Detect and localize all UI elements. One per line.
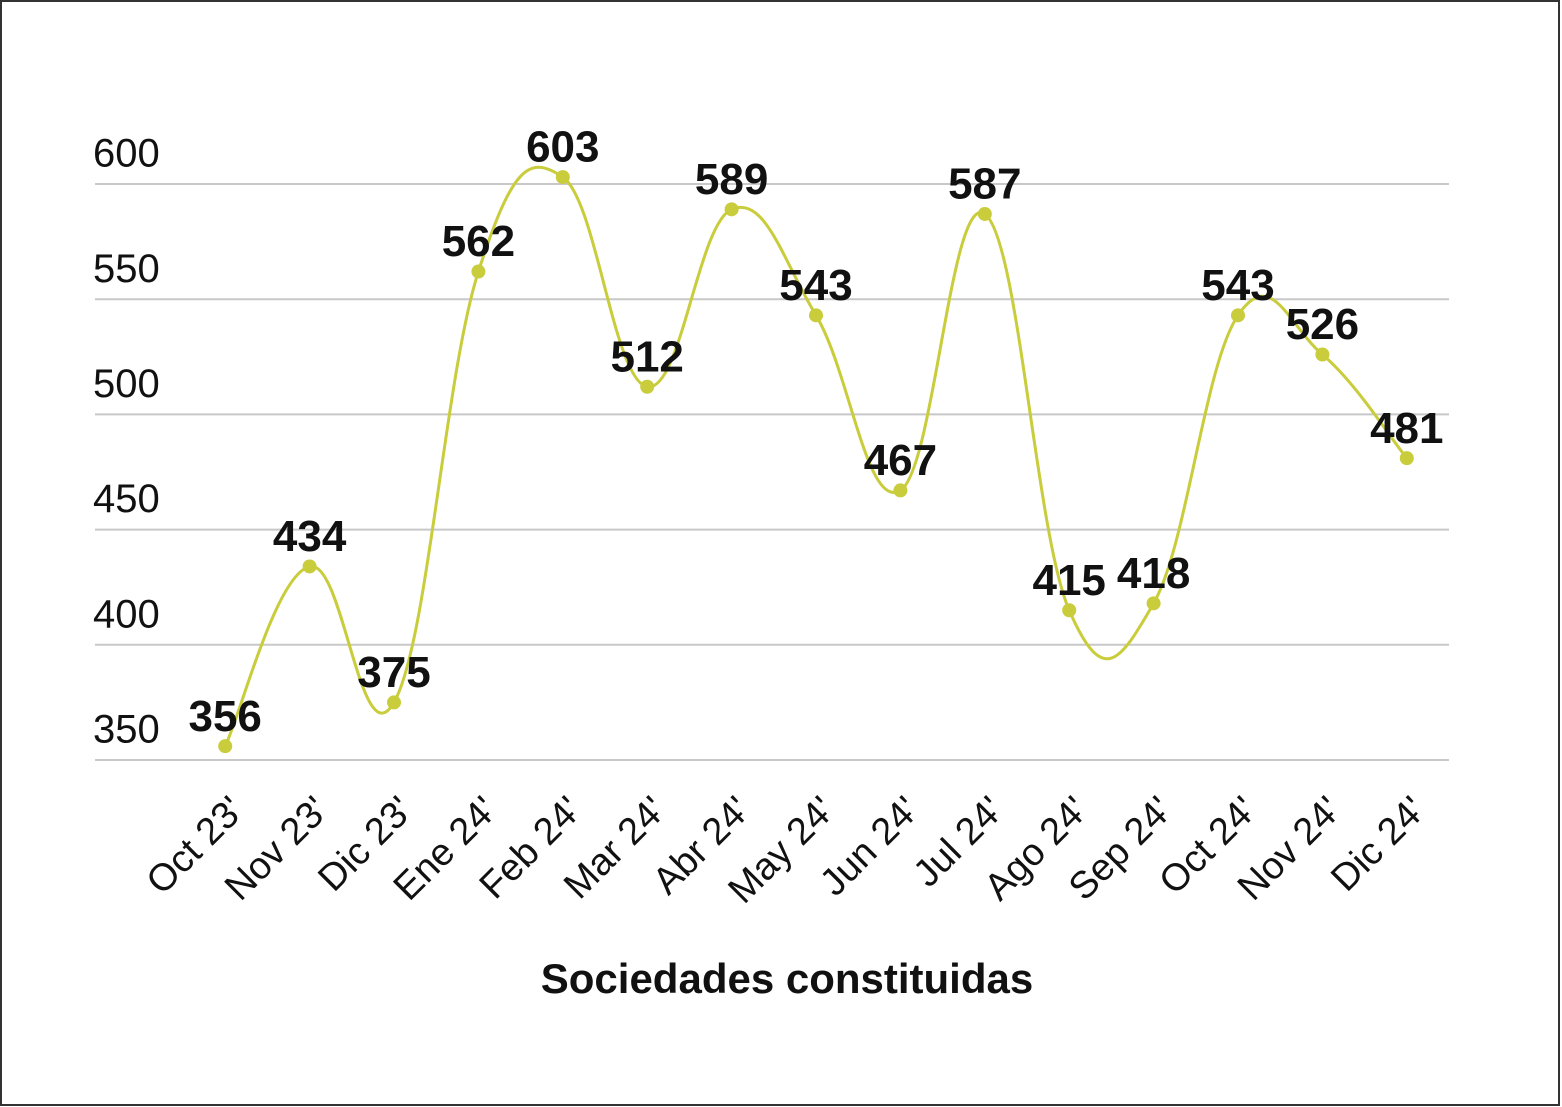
- data-label: 415: [1032, 556, 1105, 605]
- data-label: 543: [779, 261, 852, 310]
- data-label: 467: [864, 436, 937, 485]
- y-tick-label: 400: [93, 592, 160, 636]
- marker: [1231, 308, 1245, 323]
- data-label: 603: [526, 123, 599, 172]
- marker: [977, 206, 992, 221]
- data-label: 543: [1201, 261, 1274, 310]
- y-tick-label: 550: [93, 247, 160, 291]
- data-label: 512: [610, 332, 683, 381]
- data-label: 356: [188, 692, 261, 741]
- y-tick-label: 500: [93, 362, 160, 406]
- data-label: 418: [1117, 549, 1190, 598]
- marker: [218, 739, 233, 754]
- data-label: 562: [442, 217, 515, 266]
- data-label: 589: [695, 155, 768, 204]
- marker: [387, 695, 401, 710]
- data-label: 587: [948, 160, 1021, 209]
- marker: [640, 379, 655, 394]
- y-tick-label: 600: [93, 132, 160, 176]
- y-tick-label: 450: [93, 477, 160, 521]
- marker: [1146, 596, 1161, 611]
- marker: [555, 170, 570, 185]
- data-label: 481: [1370, 404, 1443, 453]
- data-label: 526: [1286, 300, 1359, 349]
- marker: [471, 264, 486, 279]
- marker: [1399, 451, 1414, 466]
- y-tick-label: 350: [93, 708, 160, 752]
- data-label: 375: [357, 648, 430, 697]
- marker: [1062, 603, 1077, 618]
- data-label: 434: [273, 512, 347, 561]
- marker: [724, 202, 739, 217]
- marker: [809, 308, 823, 323]
- marker: [893, 483, 908, 498]
- x-axis-title: Sociedades constituidas: [541, 955, 1033, 1002]
- marker: [302, 559, 317, 574]
- marker: [1315, 347, 1330, 362]
